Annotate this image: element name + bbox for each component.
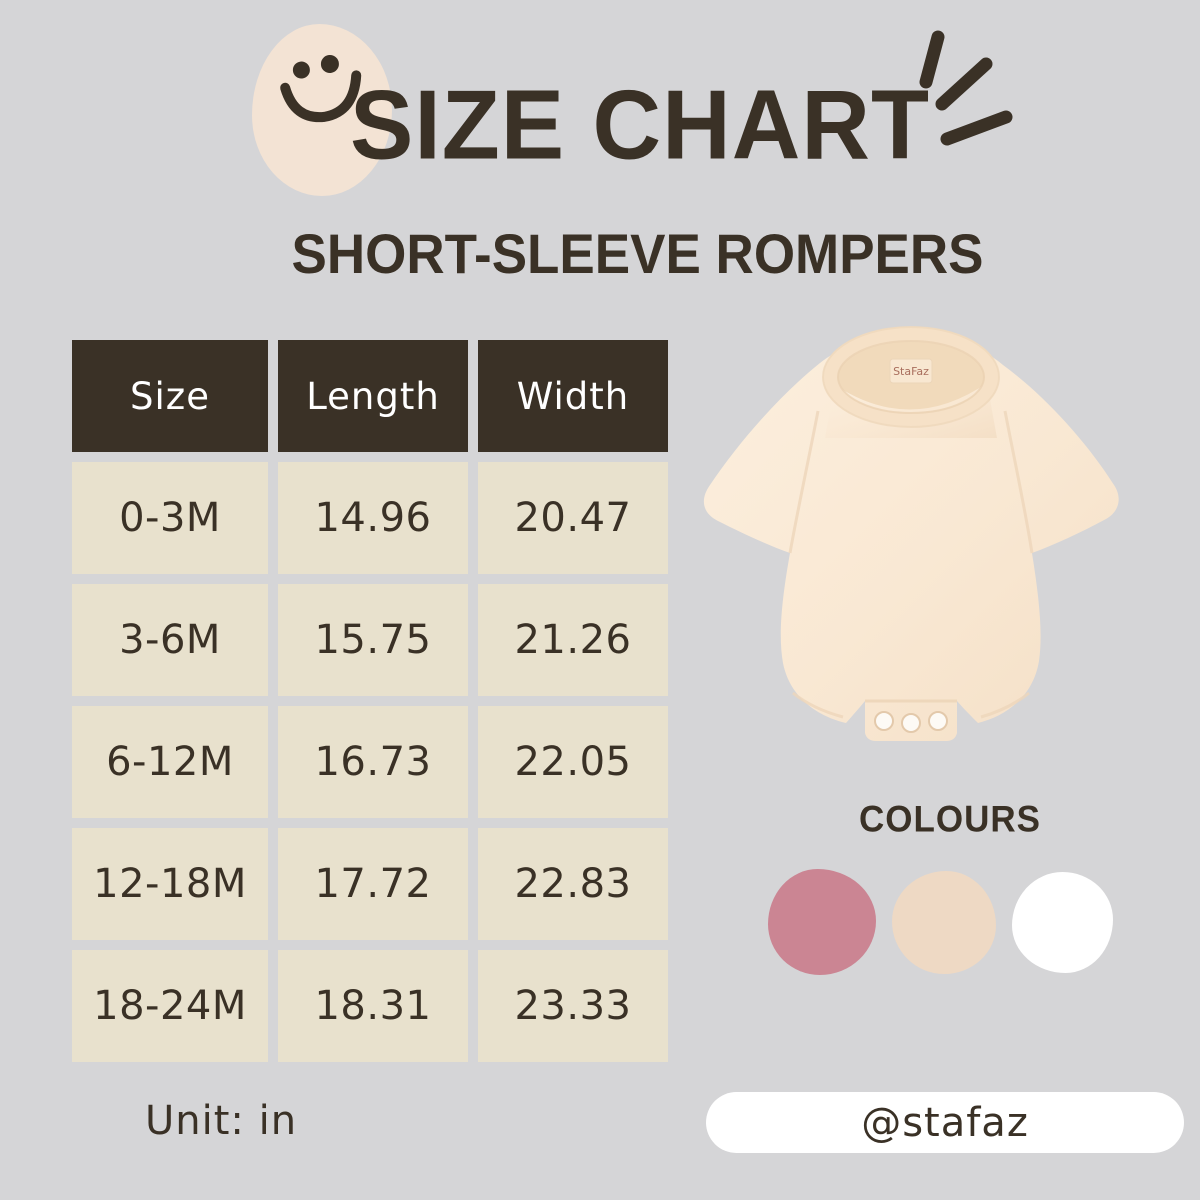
table-cell-length-row0: 14.96	[278, 462, 468, 574]
colour-swatch-white	[1012, 871, 1113, 973]
table-cell-width-row4: 23.33	[478, 950, 668, 1062]
table-cell-size-row2: 6-12M	[72, 706, 268, 818]
size-table: Size Length Width 0-3M 14.96 20.47 3-6M 15.75 21…	[72, 340, 668, 1062]
table-cell-length-row4: 18.31	[278, 950, 468, 1062]
table-cell-size-row1: 3-6M	[72, 584, 268, 696]
colours-label: COLOURS	[859, 799, 1041, 840]
table-cell-size-row3: 12-18M	[72, 828, 268, 940]
handle-text: @stafaz	[861, 1099, 1029, 1146]
table-cell-length-row1: 15.75	[278, 584, 468, 696]
column-header-width: Width	[478, 340, 668, 452]
table-cell-width-row1: 21.26	[478, 584, 668, 696]
page-subtitle: SHORT-SLEEVE ROMPERS	[291, 223, 984, 286]
column-header-size: Size	[72, 340, 268, 452]
sparkle-dashes-icon	[919, 30, 1013, 146]
colour-swatch-beige	[892, 870, 996, 974]
table-cell-width-row0: 20.47	[478, 462, 668, 574]
colour-swatch-pink	[768, 869, 876, 975]
collar-tag: StaFaz	[889, 358, 933, 384]
table-cell-size-row4: 18-24M	[72, 950, 268, 1062]
page-title: SIZE CHART	[350, 69, 930, 181]
romper-product-photo: StaFaz	[703, 326, 1119, 741]
smiley-face-icon	[252, 24, 392, 196]
romper-body	[703, 335, 1119, 741]
table-cell-width-row3: 22.83	[478, 828, 668, 940]
colour-swatches	[768, 866, 1120, 978]
handle-pill: @stafaz	[706, 1092, 1184, 1153]
table-cell-length-row3: 17.72	[278, 828, 468, 940]
collar-tag-label: StaFaz	[893, 365, 929, 378]
table-cell-width-row2: 22.05	[478, 706, 668, 818]
unit-label: Unit: in	[145, 1098, 298, 1144]
column-header-length: Length	[278, 340, 468, 452]
table-cell-size-row0: 0-3M	[72, 462, 268, 574]
table-cell-length-row2: 16.73	[278, 706, 468, 818]
collar-ribbing	[822, 326, 1000, 428]
snap-buttons	[874, 711, 948, 733]
smiley-face-drawing	[280, 55, 362, 123]
